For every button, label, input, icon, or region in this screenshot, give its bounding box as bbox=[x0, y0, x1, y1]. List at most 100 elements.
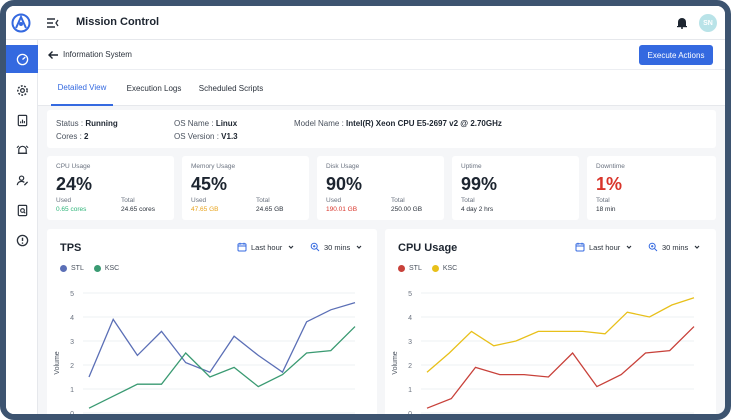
total-value: 250.00 GB bbox=[391, 206, 423, 213]
tab-scheduled-scripts[interactable]: Scheduled Scripts bbox=[198, 83, 264, 93]
y-tick-label: 5 bbox=[70, 291, 74, 298]
app-title: Mission Control bbox=[76, 16, 160, 28]
sidebar-item-reports[interactable] bbox=[6, 106, 38, 134]
y-tick-label: 2 bbox=[70, 363, 74, 370]
chart-legend: STL KSC bbox=[398, 265, 457, 272]
sidebar-item-alerts[interactable] bbox=[6, 136, 38, 164]
os-version-field: OS Version : V1.3 bbox=[174, 132, 238, 141]
alert-circle-icon bbox=[16, 234, 28, 246]
back-arrow-icon[interactable] bbox=[47, 49, 59, 61]
zoom-icon bbox=[648, 242, 658, 252]
y-tick-label: 3 bbox=[408, 339, 412, 346]
chart-title: CPU Usage bbox=[398, 242, 458, 254]
chevron-down-icon bbox=[694, 245, 700, 249]
legend-label: KSC bbox=[104, 265, 120, 272]
status-value: Running bbox=[85, 119, 118, 128]
calendar-icon bbox=[575, 242, 585, 252]
cores-field: Cores : 2 bbox=[56, 132, 89, 141]
uptime-card: Uptime 99% Total 4 day 2 hrs bbox=[452, 156, 579, 220]
model-field: Model Name : Intel(R) Xeon CPU E5-2697 v… bbox=[294, 119, 502, 128]
time-range-value: Last hour bbox=[251, 242, 283, 252]
time-range-value: Last hour bbox=[589, 242, 621, 252]
card-title: Uptime bbox=[461, 163, 482, 170]
legend-label: KSC bbox=[442, 265, 458, 272]
chart-title: TPS bbox=[60, 242, 82, 254]
sidebar-item-search-docs[interactable] bbox=[6, 196, 38, 224]
downtime-card: Downtime 1% Total 18 min bbox=[587, 156, 716, 220]
interval-dropdown[interactable]: 30 mins bbox=[648, 242, 702, 252]
y-tick-label: 0 bbox=[408, 411, 412, 418]
y-tick-label: 0 bbox=[70, 411, 74, 418]
legend-item-stl[interactable]: STL bbox=[60, 265, 84, 272]
legend-dot bbox=[60, 265, 67, 272]
os-version-value: V1.3 bbox=[221, 132, 238, 141]
y-axis-label: Volume bbox=[392, 351, 399, 374]
y-tick-label: 5 bbox=[408, 291, 412, 298]
document-search-icon bbox=[17, 204, 27, 216]
top-bar: Mission Control SN bbox=[6, 6, 725, 40]
sidebar-item-settings[interactable] bbox=[6, 76, 38, 104]
zoom-icon bbox=[310, 242, 320, 252]
memory-usage-card: Memory Usage 45% Used 47.65 GB Total 24.… bbox=[182, 156, 309, 220]
card-value: 90% bbox=[326, 174, 363, 194]
total-label: Total bbox=[256, 197, 270, 204]
legend-item-stl[interactable]: STL bbox=[398, 265, 422, 272]
model-value: Intel(R) Xeon CPU E5-2697 v2 @ 2.70GHz bbox=[346, 119, 502, 128]
cpu-usage-chart-panel: CPU Usage Last hour 30 mins STL KSC 0 1 2 3 4… bbox=[385, 229, 716, 418]
cpu-usage-card: CPU Usage 24% Used 0.65 cores Total 24.6… bbox=[47, 156, 174, 220]
execute-actions-button[interactable]: Execute Actions bbox=[639, 45, 713, 65]
used-label: Used bbox=[56, 197, 72, 204]
total-label: Total bbox=[391, 197, 405, 204]
os-name-value: Linux bbox=[215, 119, 238, 128]
legend-dot bbox=[431, 265, 439, 272]
card-title: Downtime bbox=[596, 163, 625, 170]
sidebar-item-users[interactable] bbox=[6, 166, 38, 194]
legend-dot bbox=[398, 265, 405, 272]
document-chart-icon bbox=[17, 114, 27, 126]
user-avatar[interactable]: SN bbox=[699, 14, 717, 32]
used-value: 0.65 cores bbox=[56, 206, 87, 213]
legend-item-ksc[interactable]: KSC bbox=[431, 265, 458, 272]
interval-dropdown[interactable]: 30 mins bbox=[310, 242, 364, 252]
legend-label: STL bbox=[409, 265, 422, 272]
chart-legend: STL KSC bbox=[60, 265, 119, 272]
os-name-field: OS Name : Linux bbox=[174, 119, 238, 128]
interval-value: 30 mins bbox=[662, 242, 689, 252]
calendar-icon bbox=[237, 242, 247, 252]
app-logo-icon[interactable] bbox=[10, 12, 32, 34]
tps-chart-panel: TPS Last hour 30 mins STL KSC 0 1 2 3 4 5 Volum… bbox=[47, 229, 377, 418]
legend-dot bbox=[93, 265, 101, 272]
y-tick-label: 4 bbox=[70, 315, 74, 322]
total-label: Total bbox=[121, 197, 135, 204]
total-value: 24.65 GB bbox=[256, 206, 284, 213]
legend-item-ksc[interactable]: KSC bbox=[93, 265, 120, 272]
used-label: Used bbox=[326, 197, 342, 204]
y-tick-label: 1 bbox=[408, 387, 412, 394]
total-value: 18 min bbox=[596, 206, 616, 213]
chevron-down-icon bbox=[626, 245, 632, 249]
used-value: 47.65 GB bbox=[191, 206, 219, 213]
y-tick-label: 1 bbox=[70, 387, 74, 394]
y-tick-label: 3 bbox=[70, 339, 74, 346]
sidebar-item-issues[interactable] bbox=[6, 226, 38, 254]
notification-bell-icon[interactable] bbox=[676, 16, 688, 29]
time-range-dropdown[interactable]: Last hour bbox=[575, 242, 634, 252]
time-range-dropdown[interactable]: Last hour bbox=[237, 242, 296, 252]
status-field: Status : Running bbox=[56, 119, 118, 128]
tab-execution-logs[interactable]: Execution Logs bbox=[126, 83, 182, 93]
total-value: 4 day 2 hrs bbox=[461, 206, 494, 213]
tab-detailed-view[interactable]: Detailed View bbox=[51, 70, 113, 106]
legend-label: STL bbox=[71, 265, 84, 272]
tab-bar: Detailed View Execution Logs Scheduled S… bbox=[38, 70, 725, 106]
total-label: Total bbox=[461, 197, 475, 204]
system-info: Status : Running Cores : 2 OS Name : Lin… bbox=[47, 110, 716, 148]
used-label: Used bbox=[191, 197, 207, 204]
card-value: 1% bbox=[596, 174, 623, 194]
card-value: 45% bbox=[191, 174, 228, 194]
series-line-ksc bbox=[88, 326, 356, 409]
menu-toggle-icon[interactable] bbox=[46, 16, 60, 30]
speedometer-icon bbox=[16, 53, 28, 65]
sidebar-item-dashboard[interactable] bbox=[6, 45, 38, 73]
gear-icon bbox=[16, 84, 28, 96]
